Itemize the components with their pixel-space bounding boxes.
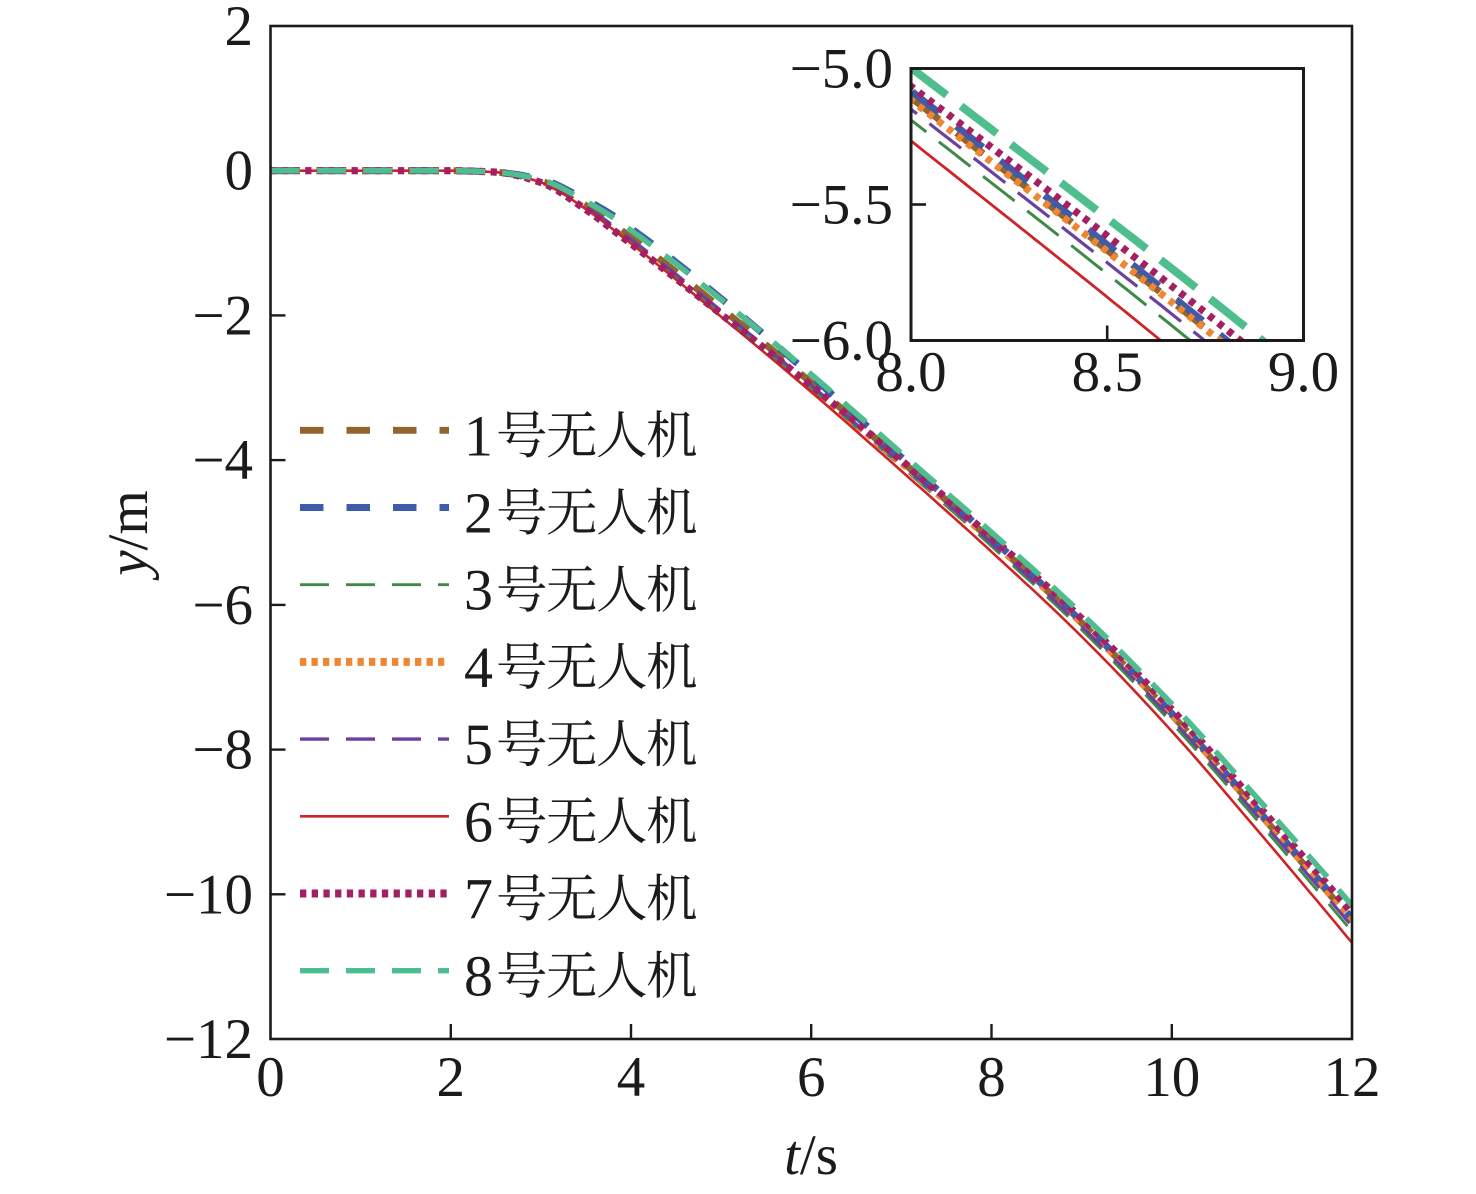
svg-text:9.0: 9.0	[1268, 341, 1339, 404]
svg-text:t/s: t/s	[784, 1124, 838, 1187]
svg-text:4: 4	[617, 1046, 646, 1109]
svg-text:8.0: 8.0	[875, 341, 946, 404]
svg-text:0: 0	[225, 140, 254, 203]
svg-text:2: 2	[437, 1046, 466, 1109]
svg-text:−6.0: −6.0	[790, 310, 893, 373]
svg-text:12: 12	[1324, 1046, 1381, 1109]
svg-text:4: 4	[464, 635, 493, 700]
svg-text:−4: −4	[192, 429, 253, 492]
svg-text:7: 7	[464, 867, 493, 932]
svg-text:8.5: 8.5	[1072, 341, 1143, 404]
svg-text:6: 6	[464, 789, 493, 854]
svg-text:−5.5: −5.5	[790, 174, 893, 237]
svg-text:−2: −2	[192, 284, 253, 347]
svg-text:y/m: y/m	[97, 490, 160, 581]
svg-text:2: 2	[225, 0, 254, 58]
svg-text:3: 3	[464, 558, 493, 623]
svg-text:2: 2	[464, 481, 493, 546]
svg-text:−10: −10	[164, 863, 253, 926]
svg-text:6: 6	[797, 1046, 826, 1109]
svg-text:8: 8	[464, 944, 493, 1009]
svg-text:−8: −8	[192, 719, 253, 782]
svg-text:−6: −6	[192, 574, 253, 637]
svg-text:10: 10	[1143, 1046, 1200, 1109]
svg-text:1: 1	[464, 403, 493, 468]
svg-text:0: 0	[256, 1046, 285, 1109]
svg-text:−12: −12	[164, 1008, 253, 1071]
svg-text:5: 5	[464, 712, 493, 777]
svg-text:8: 8	[977, 1046, 1006, 1109]
svg-text:−5.0: −5.0	[790, 38, 893, 101]
